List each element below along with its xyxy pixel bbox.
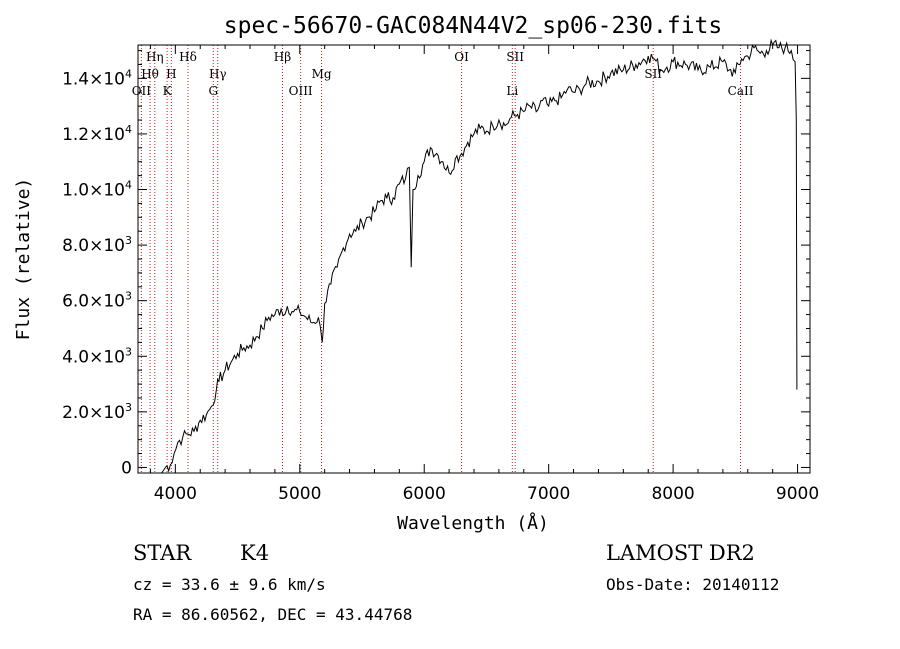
x-tick-label: 4000 bbox=[154, 484, 197, 504]
radec-readout: RA = 86.60562, DEC = 43.44768 bbox=[133, 605, 412, 624]
spectral-line-label: Li bbox=[506, 84, 518, 98]
y-tick-mantissa: 1.2×10 bbox=[62, 125, 125, 145]
y-tick-label: 6.0×103 bbox=[62, 290, 132, 312]
y-axis: 02.0×1034.0×1036.0×1038.0×1031.0×1041.2×… bbox=[62, 50, 810, 478]
spectral-line-label: OIII bbox=[289, 84, 313, 98]
redshift-readout: cz = 33.6 ± 9.6 km/s bbox=[133, 575, 326, 594]
y-tick-mantissa: 6.0×10 bbox=[62, 292, 125, 312]
y-tick-label: 1.2×104 bbox=[62, 123, 132, 145]
x-tick-label: 8000 bbox=[651, 484, 694, 504]
object-subclass: K4 bbox=[240, 541, 269, 565]
y-tick-label: 2.0×103 bbox=[62, 401, 132, 423]
x-tick-label: 6000 bbox=[403, 484, 446, 504]
spectral-line-label: Hβ bbox=[274, 50, 291, 64]
spectral-line-label: K bbox=[163, 84, 173, 98]
y-tick-mantissa: 4.0×10 bbox=[62, 347, 125, 367]
x-tick-label: 7000 bbox=[527, 484, 570, 504]
survey-label: LAMOST DR2 bbox=[606, 541, 755, 565]
y-tick-exponent: 3 bbox=[125, 345, 132, 358]
y-tick-mantissa: 2.0×10 bbox=[62, 403, 125, 423]
spectral-line-label: Hγ bbox=[209, 67, 227, 81]
y-tick-mantissa: 1.0×10 bbox=[62, 181, 125, 201]
y-tick-exponent: 4 bbox=[125, 123, 132, 136]
y-tick-exponent: 4 bbox=[125, 67, 132, 80]
spectral-line-label: Mg bbox=[312, 67, 332, 81]
y-tick-label: 1.4×104 bbox=[62, 67, 132, 89]
x-axis: 4000 5000 6000 7000 8000 9000 bbox=[149, 45, 819, 504]
y-tick-label: 0 bbox=[121, 458, 132, 478]
plot-frame bbox=[137, 44, 811, 474]
obs-date: Obs-Date: 20140112 bbox=[606, 575, 779, 594]
spectral-line-label: OII bbox=[132, 84, 152, 98]
y-tick-label: 8.0×103 bbox=[62, 234, 132, 256]
spectral-line-label: SII bbox=[644, 67, 662, 81]
spectral-line-label: Hδ bbox=[179, 50, 197, 64]
spectral-line-label: SII bbox=[506, 50, 524, 64]
object-type: STAR bbox=[133, 541, 192, 565]
spectral-line-label: CaII bbox=[728, 84, 754, 98]
spectral-line-label: OI bbox=[454, 50, 469, 64]
x-tick-label: 9000 bbox=[776, 484, 819, 504]
y-tick-mantissa: 1.4×10 bbox=[62, 69, 125, 89]
y-tick-exponent: 4 bbox=[125, 179, 132, 192]
spectral-line-label: H bbox=[166, 67, 176, 81]
y-tick-exponent: 3 bbox=[125, 290, 132, 303]
spectral-line-label: Hθ bbox=[141, 67, 159, 81]
y-tick-mantissa: 0 bbox=[121, 458, 132, 478]
y-tick-exponent: 3 bbox=[125, 234, 132, 247]
spectral-line-label: Hη bbox=[146, 50, 164, 64]
y-tick-exponent: 3 bbox=[125, 401, 132, 414]
y-tick-label: 1.0×104 bbox=[62, 179, 132, 201]
spectrum-trace bbox=[161, 38, 798, 474]
chart-title: spec-56670-GAC084N44V2_sp06-230.fits bbox=[224, 13, 723, 39]
y-axis-label: Flux (relative) bbox=[13, 178, 34, 341]
y-tick-mantissa: 8.0×10 bbox=[62, 236, 125, 256]
spectral-line-label: G bbox=[208, 84, 218, 98]
spectrum-series-line bbox=[161, 38, 798, 474]
x-tick-label: 5000 bbox=[278, 484, 321, 504]
x-axis-label: Wavelength (Å) bbox=[397, 512, 549, 534]
y-tick-label: 4.0×103 bbox=[62, 345, 132, 367]
